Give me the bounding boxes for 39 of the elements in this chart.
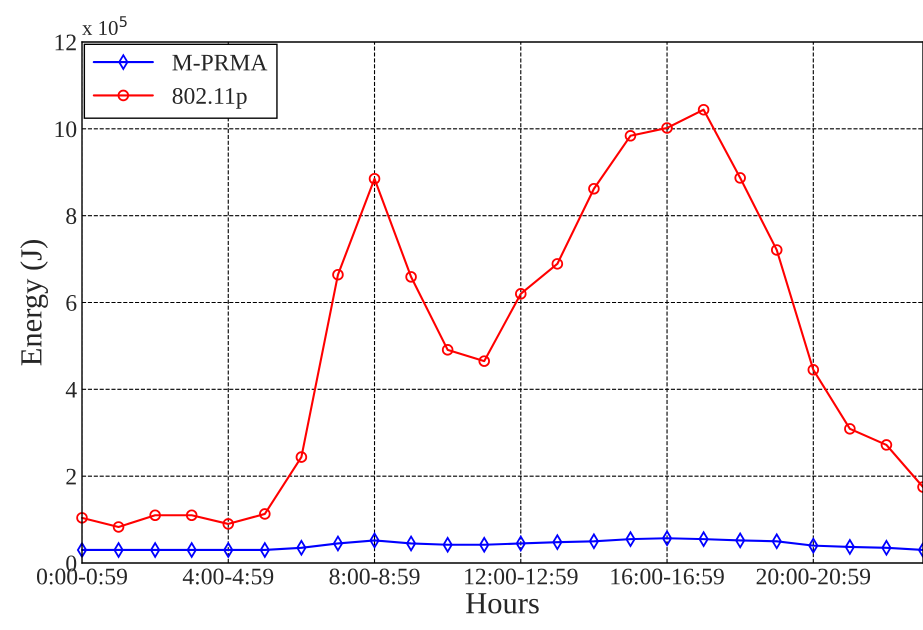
point: [332, 268, 344, 280]
point: [259, 508, 271, 520]
y-tick-label: 6: [66, 295, 76, 311]
x-tick-label: 12:00-12:59: [465, 568, 578, 585]
point: [770, 244, 783, 256]
point: [808, 364, 820, 376]
point: [844, 423, 856, 435]
y-tick-label: 4: [66, 382, 77, 398]
text: x 10$^{5}$: [82, 16, 127, 36]
point: [405, 271, 417, 283]
point: [368, 172, 380, 185]
x-tick-label: 20:00-20:59: [756, 568, 870, 585]
y-tick-label: 12: [56, 34, 76, 50]
x-tick-label: 16:00-16:59: [611, 568, 724, 585]
point: [296, 451, 308, 463]
point: [661, 122, 673, 134]
x-tick-label: 4:00-4:59: [182, 568, 274, 585]
point: [478, 355, 490, 367]
point: [588, 182, 600, 195]
x-tick-label: 8:00-8:59: [330, 568, 420, 585]
point: [698, 104, 710, 116]
point: [515, 288, 527, 300]
y-tick-label: 10: [56, 121, 76, 138]
legend-label: 802.11p: [172, 88, 247, 109]
point: [552, 258, 564, 270]
point: [186, 509, 198, 522]
point: [734, 172, 746, 184]
x-axis-title: Hours: [466, 593, 539, 614]
y-tick-label: 8: [66, 208, 76, 224]
point: [149, 509, 161, 522]
point: [442, 344, 454, 356]
y-tick-label: 2: [66, 468, 76, 484]
y-axis-title: Energy (J): [20, 240, 48, 366]
point: [880, 439, 892, 451]
point: [76, 512, 88, 524]
point: [624, 130, 636, 142]
point: [112, 521, 124, 533]
point: [222, 518, 234, 530]
legend-label: M-PRMA: [172, 54, 268, 70]
